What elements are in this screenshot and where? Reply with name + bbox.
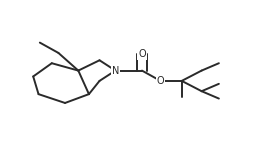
Text: O: O — [138, 49, 146, 59]
Text: N: N — [112, 66, 119, 76]
Text: O: O — [157, 76, 164, 86]
